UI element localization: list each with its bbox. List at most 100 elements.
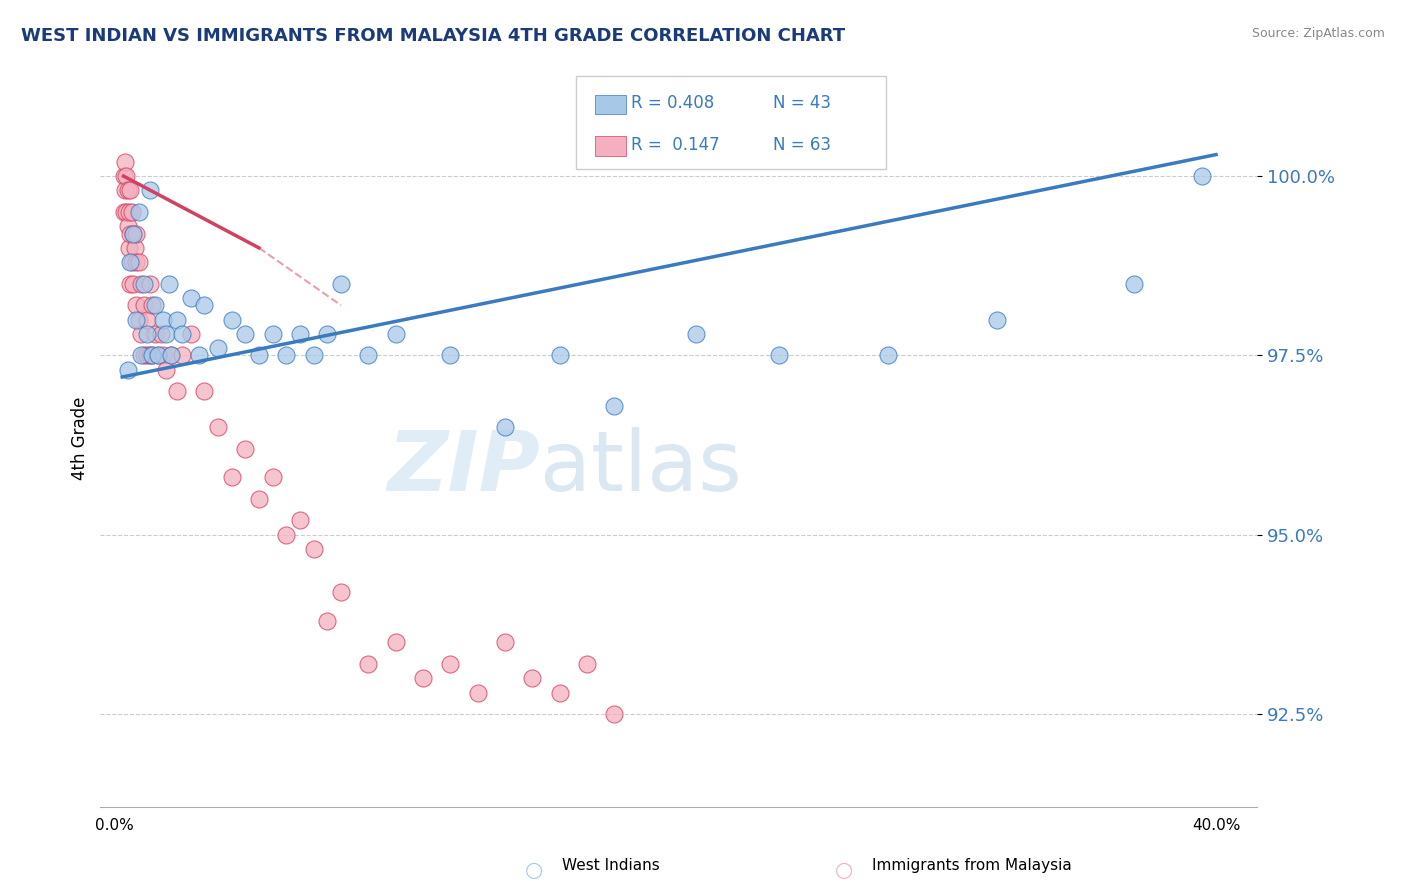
Point — [603, 707, 626, 722]
Point — [522, 671, 544, 685]
Point — [288, 326, 311, 341]
Point — [132, 277, 155, 291]
Point — [439, 349, 461, 363]
Text: N = 63: N = 63 — [773, 136, 831, 154]
Text: WEST INDIAN VS IMMIGRANTS FROM MALAYSIA 4TH GRADE CORRELATION CHART: WEST INDIAN VS IMMIGRANTS FROM MALAYSIA … — [21, 27, 845, 45]
Point — [117, 219, 139, 234]
Point — [768, 349, 790, 363]
Point — [114, 154, 136, 169]
Point — [138, 184, 160, 198]
Point — [576, 657, 599, 671]
Point — [316, 326, 339, 341]
Point — [439, 657, 461, 671]
Point — [160, 349, 183, 363]
Point — [143, 326, 166, 341]
Point — [128, 312, 150, 326]
Point — [122, 277, 145, 291]
Point — [221, 312, 243, 326]
Point — [118, 205, 141, 219]
Point — [120, 255, 142, 269]
Point — [330, 585, 353, 599]
Text: ○: ○ — [526, 860, 543, 880]
Text: Source: ZipAtlas.com: Source: ZipAtlas.com — [1251, 27, 1385, 40]
Point — [131, 349, 153, 363]
Point — [172, 326, 194, 341]
Point — [207, 420, 229, 434]
Point — [357, 349, 380, 363]
Point — [155, 326, 177, 341]
Point — [128, 255, 150, 269]
Point — [143, 298, 166, 312]
Point — [233, 442, 256, 456]
Point — [494, 635, 516, 649]
Point — [152, 312, 174, 326]
Text: 0.0%: 0.0% — [94, 818, 134, 833]
Text: R = 0.408: R = 0.408 — [631, 95, 714, 112]
Point — [180, 326, 202, 341]
Point — [121, 205, 143, 219]
Point — [193, 384, 215, 399]
Point — [131, 326, 153, 341]
Point — [1191, 169, 1213, 183]
Point — [1123, 277, 1146, 291]
Text: ZIP: ZIP — [387, 427, 540, 508]
Point — [121, 255, 143, 269]
Point — [125, 255, 148, 269]
Point — [233, 326, 256, 341]
Point — [149, 326, 172, 341]
Point — [141, 349, 163, 363]
Point — [316, 614, 339, 628]
Point — [120, 227, 142, 241]
Point — [125, 298, 148, 312]
Point — [247, 349, 270, 363]
Point — [124, 241, 146, 255]
Point — [180, 291, 202, 305]
Point — [132, 349, 155, 363]
Point — [141, 349, 163, 363]
Point — [115, 169, 138, 183]
Text: 40.0%: 40.0% — [1192, 818, 1240, 833]
Point — [122, 227, 145, 241]
Point — [114, 184, 136, 198]
Point — [132, 298, 155, 312]
Point — [187, 349, 209, 363]
Point — [330, 277, 353, 291]
Point — [112, 169, 135, 183]
Point — [135, 349, 157, 363]
Text: Immigrants from Malaysia: Immigrants from Malaysia — [872, 858, 1071, 872]
Point — [302, 542, 325, 557]
Point — [155, 363, 177, 377]
Point — [172, 349, 194, 363]
Point — [548, 685, 571, 699]
Point — [494, 420, 516, 434]
Point — [131, 277, 153, 291]
Point — [141, 298, 163, 312]
Point — [135, 326, 157, 341]
Point — [262, 326, 284, 341]
Point — [146, 349, 169, 363]
Point — [276, 349, 298, 363]
Text: R =  0.147: R = 0.147 — [631, 136, 720, 154]
Point — [412, 671, 434, 685]
Point — [157, 277, 180, 291]
Point — [160, 349, 183, 363]
Point — [117, 363, 139, 377]
Point — [118, 241, 141, 255]
Point — [384, 326, 406, 341]
Text: N = 43: N = 43 — [773, 95, 831, 112]
Point — [357, 657, 380, 671]
Point — [125, 312, 148, 326]
Point — [117, 184, 139, 198]
Point — [467, 685, 489, 699]
Point — [135, 312, 157, 326]
Point — [603, 399, 626, 413]
Point — [112, 205, 135, 219]
Point — [276, 528, 298, 542]
Point — [876, 349, 898, 363]
Text: West Indians: West Indians — [562, 858, 661, 872]
Point — [207, 341, 229, 355]
Point — [122, 227, 145, 241]
Point — [166, 384, 188, 399]
Point — [166, 312, 188, 326]
Point — [288, 513, 311, 527]
